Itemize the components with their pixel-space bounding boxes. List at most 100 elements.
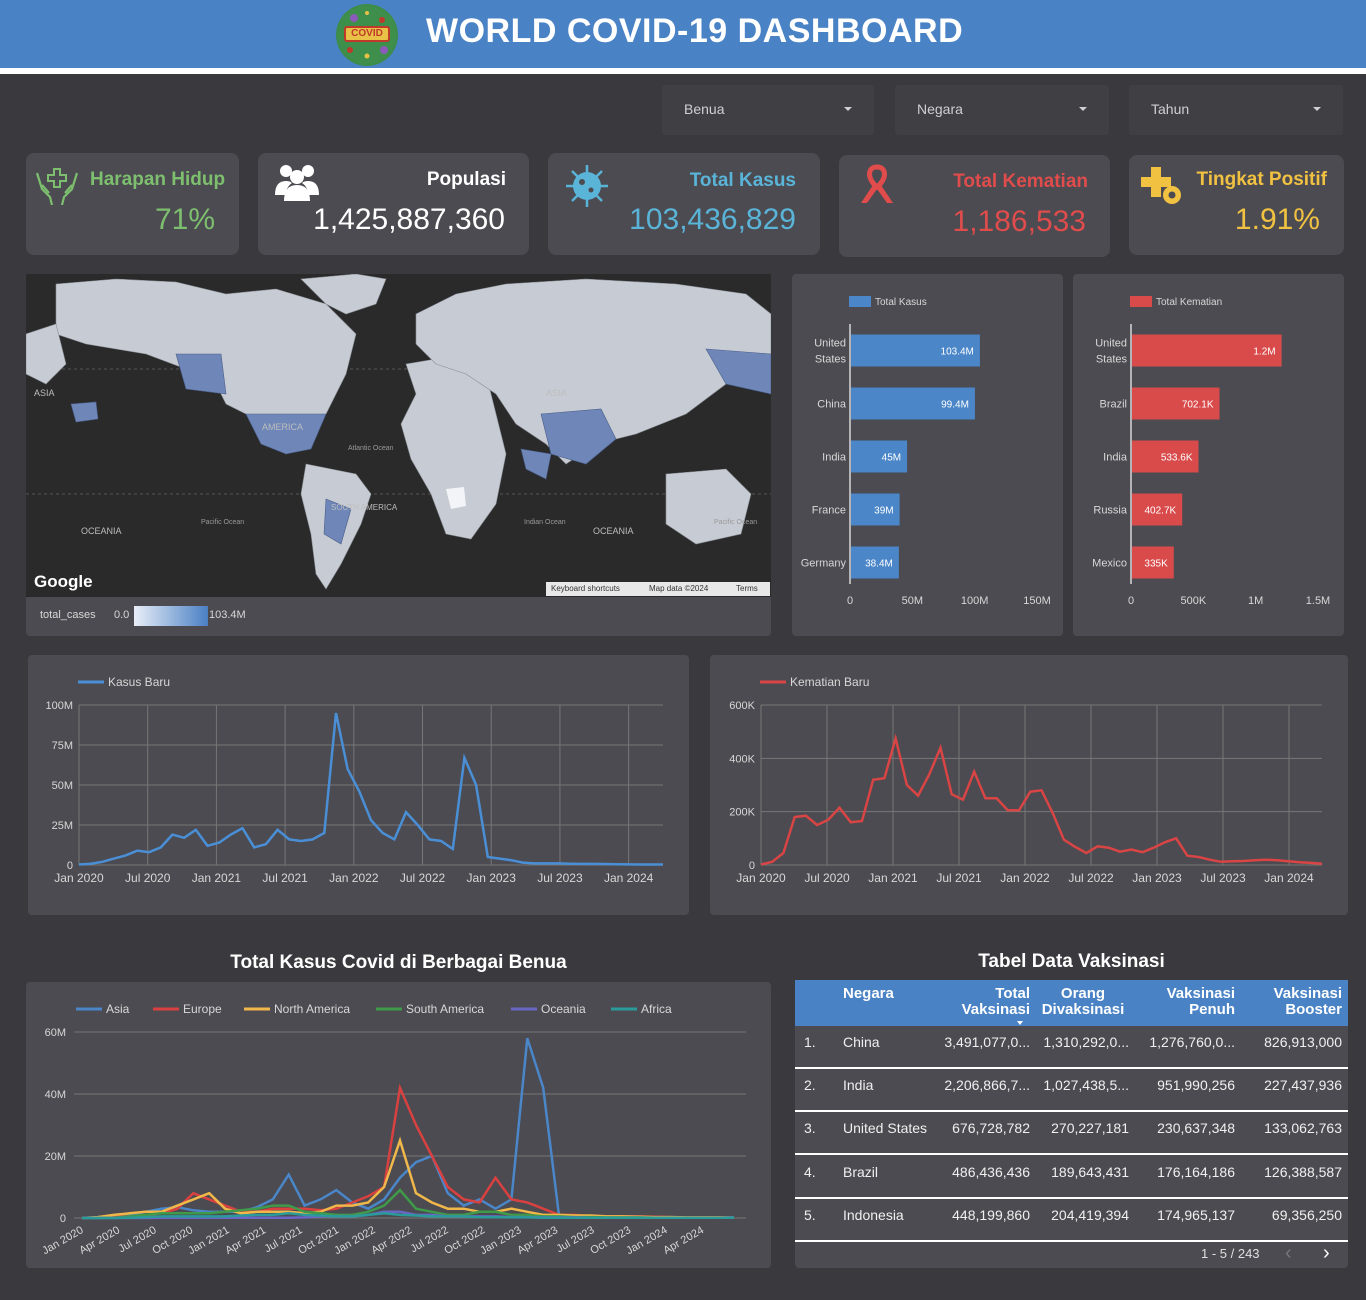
y-tick-label: 20M (45, 1151, 66, 1163)
sort-desc-icon (1017, 1021, 1023, 1025)
x-tick-label: Apr 2022 (369, 1224, 414, 1257)
filter-negara-dropdown[interactable]: Negara (895, 85, 1109, 135)
series-line (82, 1212, 734, 1220)
bar (851, 546, 899, 579)
col-header-total-vaksinasi[interactable]: Total Vaksinasi (961, 985, 1030, 1018)
cell-vaksinasi-penuh: 951,990,256 (1157, 1077, 1235, 1093)
x-tick-label: Jul 2020 (804, 871, 850, 885)
prev-page-icon[interactable]: ‹ (1285, 1242, 1292, 1264)
col-header-negara[interactable]: Negara (843, 985, 894, 1002)
svg-text:SOUTH AMERICA: SOUTH AMERICA (331, 503, 398, 512)
y-tick-label: 0 (60, 1213, 66, 1225)
map-data-text: Map data ©2024 (649, 584, 709, 593)
category-label: India (822, 452, 847, 464)
y-tick-label: 40M (45, 1089, 66, 1101)
x-tick-label: 1M (1248, 595, 1263, 607)
continents-chart-title: Total Kasus Covid di Berbagai Benua (230, 952, 567, 973)
bar (851, 334, 980, 367)
x-tick-label: Jan 2022 (329, 871, 379, 885)
chevron-down-icon (1079, 107, 1087, 111)
new-cases-line-chart: Kasus Baru 0 25M 50M 75M 100M Jan 2020 Jul 2020… (45, 675, 663, 885)
cell-vaksinasi-booster: 69,356,250 (1271, 1207, 1342, 1223)
row-divider (795, 1153, 1348, 1155)
x-tick-label: 150M (1023, 595, 1051, 607)
svg-text:ASIA: ASIA (546, 388, 567, 398)
category-label: United (1095, 338, 1127, 350)
cell-orang-divaksinasi: 1,027,438,5... (1043, 1077, 1129, 1093)
x-tick-label: Jan 2024 (1264, 871, 1314, 885)
cell-total-vaksinasi: 2,206,866,7... (944, 1077, 1030, 1093)
chevron-down-icon (1313, 107, 1321, 111)
world-map[interactable]: ASIA AMERICA Atlantic Ocean SOUTH AMERIC… (26, 274, 771, 597)
row-index: 2. (804, 1077, 816, 1093)
legend-label: Kematian Baru (790, 675, 869, 689)
x-tick-label: Jan 2022 (332, 1224, 377, 1257)
category-label: China (817, 399, 847, 411)
x-tick-label: 1.5M (1306, 595, 1330, 607)
x-tick-label: Jul 2022 (400, 871, 446, 885)
svg-text:ASIA: ASIA (34, 388, 55, 398)
bar-value-label: 533.6K (1161, 453, 1193, 464)
category-label: Brazil (1099, 399, 1127, 411)
col-header-vaksinasi-penuh[interactable]: Vaksinasi Penuh (1166, 985, 1235, 1018)
cases-bar-chart: Total Kasus 103.4M United States 99.4M China 4… (801, 296, 1051, 607)
x-tick-label: Jan 2021 (868, 871, 918, 885)
filter-tahun-dropdown[interactable]: Tahun (1129, 85, 1343, 135)
continents-panel: Asia Europe North America South America Ocea… (26, 982, 771, 1268)
cell-negara: Brazil (843, 1164, 879, 1180)
cell-vaksinasi-booster: 826,913,000 (1264, 1034, 1342, 1050)
virus-icon (566, 165, 608, 207)
y-tick-label: 50M (52, 780, 73, 792)
header-bar (0, 0, 1366, 68)
kpi-value: 1,425,887,360 (313, 203, 505, 236)
table-header (795, 980, 1348, 1026)
map-legend-max: 103.4M (209, 609, 246, 621)
x-tick-label: Jul 2020 (125, 871, 171, 885)
terms-link[interactable]: Terms (736, 584, 758, 593)
next-page-icon[interactable]: › (1323, 1242, 1330, 1264)
cell-vaksinasi-penuh: 230,637,348 (1157, 1120, 1235, 1136)
google-logo: Google (34, 572, 93, 591)
table-title: Tabel Data Vaksinasi (978, 951, 1165, 972)
col-header-vaksinasi-booster[interactable]: Vaksinasi Booster (1273, 985, 1342, 1018)
svg-text:OCEANIA: OCEANIA (593, 526, 634, 536)
cell-vaksinasi-penuh: 1,276,760,0... (1149, 1034, 1235, 1050)
bar (851, 440, 908, 473)
page-title: WORLD COVID-19 DASHBOARD (426, 12, 964, 50)
new-cases-panel: Kasus Baru 0 25M 50M 75M 100M Jan 2020 Jul 2020… (28, 655, 689, 915)
x-tick-label: Apr 2021 (223, 1224, 268, 1257)
logo-text: COVID (344, 26, 390, 42)
x-tick-label: 50M (902, 595, 923, 607)
row-divider (795, 1197, 1348, 1199)
cell-total-vaksinasi: 486,436,436 (952, 1164, 1030, 1180)
kpi-label: Populasi (426, 169, 506, 190)
x-tick-label: Jan 2022 (1000, 871, 1050, 885)
svg-text:Pacific Ocean: Pacific Ocean (201, 519, 244, 526)
bar (1132, 493, 1183, 526)
x-tick-label: Jan 2020 (54, 871, 104, 885)
legend-label: Asia (106, 1002, 130, 1016)
bar (1132, 387, 1220, 420)
cell-orang-divaksinasi: 189,643,431 (1051, 1164, 1129, 1180)
cell-vaksinasi-booster: 126,388,587 (1264, 1164, 1342, 1180)
bar-value-label: 39M (874, 506, 893, 517)
keyboard-shortcuts-link[interactable]: Keyboard shortcuts (551, 584, 620, 593)
row-index: 3. (804, 1120, 816, 1136)
bar-value-label: 103.4M (941, 347, 974, 358)
people-icon (275, 165, 319, 201)
x-tick-label: Apr 2020 (77, 1224, 122, 1257)
bar-value-label: 402.7K (1145, 506, 1177, 517)
new-deaths-line-chart: Kematian Baru 0 200K 400K 600K Jan 2020 Jul 20… (729, 675, 1323, 885)
cell-orang-divaksinasi: 1,310,292,0... (1043, 1034, 1129, 1050)
legend-label: Africa (641, 1002, 672, 1016)
bar (851, 387, 975, 420)
svg-text:AMERICA: AMERICA (262, 422, 303, 432)
ribbon-icon (861, 164, 893, 203)
map-legend-label: total_cases (40, 609, 96, 621)
kpi-label: Total Kematian (953, 171, 1088, 192)
map-legend-min: 0.0 (114, 609, 130, 621)
series-line (760, 733, 1323, 866)
filter-benua-dropdown[interactable]: Benua (662, 85, 874, 135)
col-header-orang-divaksinasi[interactable]: Orang Divaksinasi (1041, 985, 1125, 1018)
y-tick-label: 60M (45, 1027, 66, 1039)
